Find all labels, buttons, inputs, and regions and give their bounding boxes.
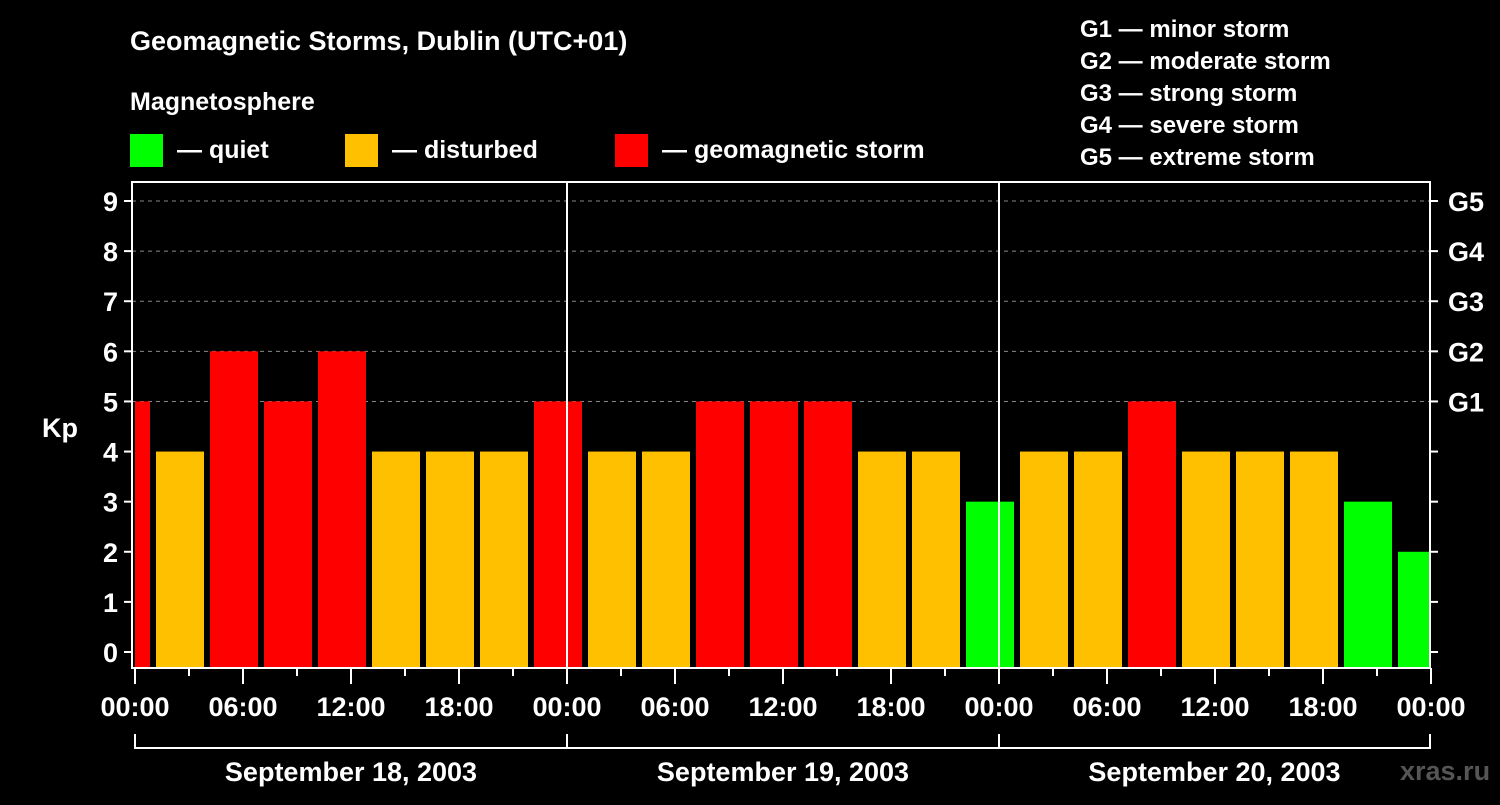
kp-bar: [696, 401, 744, 667]
kp-bar: [1074, 451, 1122, 667]
kp-bar: [588, 451, 636, 667]
chart-title: Geomagnetic Storms, Dublin (UTC+01): [130, 26, 627, 56]
g-tick-label: G3: [1448, 287, 1484, 317]
kp-bar: [318, 351, 366, 667]
x-tick-label: 00:00: [964, 692, 1033, 722]
kp-bar: [210, 351, 258, 667]
day-label: September 18, 2003: [225, 757, 477, 787]
legend-label: — disturbed: [392, 136, 538, 164]
watermark: xras.ru: [1400, 756, 1490, 786]
y-tick-label: 6: [103, 337, 118, 367]
y-tick-label: 8: [103, 237, 118, 267]
legend-title: Magnetosphere: [130, 88, 315, 116]
day-label: September 20, 2003: [1088, 757, 1340, 787]
legend-swatch: [615, 134, 648, 167]
kp-bar: [426, 451, 474, 667]
y-tick-label: 0: [103, 638, 118, 668]
kp-bar: [1128, 401, 1176, 667]
x-tick-label: 18:00: [856, 692, 925, 722]
legend-label: — quiet: [177, 136, 269, 164]
axes: 0 1 2 3 4 5 6 7 8 9 G1 G2 G3 G4 G5 00:00 06:00 12:00 18:00…: [100, 181, 1484, 787]
kp-bar: [858, 451, 906, 667]
kp-bar: [1344, 501, 1392, 667]
kp-bar: [966, 501, 1014, 667]
kp-bar: [1290, 451, 1338, 667]
g-scale-item: G3 — strong storm: [1080, 80, 1297, 107]
y-tick-label: 2: [103, 538, 118, 568]
kp-bar: [1182, 451, 1230, 667]
y-tick-label: 4: [103, 438, 118, 468]
kp-bar: [1398, 551, 1430, 667]
g-scale-item: G2 — moderate storm: [1080, 48, 1331, 75]
y-tick-label: 7: [103, 287, 118, 317]
g-scale-legend: G1 — minor storm G2 — moderate storm G3 — …: [1080, 16, 1331, 171]
x-tick-label: 06:00: [640, 692, 709, 722]
kp-bar: [804, 401, 852, 667]
x-tick-label: 18:00: [424, 692, 493, 722]
y-axis-label: Kp: [42, 413, 78, 443]
day-label: September 19, 2003: [657, 757, 909, 787]
y-tick-label: 5: [103, 387, 118, 417]
g-tick-label: G4: [1448, 237, 1484, 267]
plot-frame: [131, 181, 1431, 669]
x-tick-label: 06:00: [1072, 692, 1141, 722]
g-scale-item: G5 — extreme storm: [1080, 144, 1315, 171]
x-tick-label: 00:00: [532, 692, 601, 722]
x-tick-label: 06:00: [208, 692, 277, 722]
y-tick-label: 3: [103, 488, 118, 518]
kp-bar: [1020, 451, 1068, 667]
g-scale-item: G1 — minor storm: [1080, 16, 1289, 43]
bars: [135, 351, 1430, 667]
legend-swatch: [345, 134, 378, 167]
day-bracket: [134, 734, 1431, 749]
kp-bar: [264, 401, 312, 667]
g-tick-label: G5: [1448, 187, 1484, 217]
g-tick-label: G2: [1448, 337, 1484, 367]
kp-bar: [1236, 451, 1284, 667]
g-scale-item: G4 — severe storm: [1080, 112, 1299, 139]
legend-label: — geomagnetic storm: [662, 136, 925, 164]
x-tick-label: 00:00: [1396, 692, 1465, 722]
kp-bar: [372, 451, 420, 667]
x-tick-label: 12:00: [1180, 692, 1249, 722]
y-tick-label: 9: [103, 187, 118, 217]
kp-bar: [480, 451, 528, 667]
x-tick-label: 00:00: [100, 692, 169, 722]
x-tick-label: 12:00: [316, 692, 385, 722]
kp-bar: [534, 401, 582, 667]
x-tick-label: 12:00: [748, 692, 817, 722]
kp-bar: [156, 451, 204, 667]
x-tick-label: 18:00: [1288, 692, 1357, 722]
kp-bar: [642, 451, 690, 667]
kp-bar: [135, 401, 150, 667]
g-tick-label: G1: [1448, 387, 1484, 417]
kp-bar: [912, 451, 960, 667]
legend-swatch: [130, 134, 163, 167]
y-tick-label: 1: [103, 588, 118, 618]
kp-bar: [750, 401, 798, 667]
legend: — quiet — disturbed — geomagnetic storm: [130, 134, 925, 167]
